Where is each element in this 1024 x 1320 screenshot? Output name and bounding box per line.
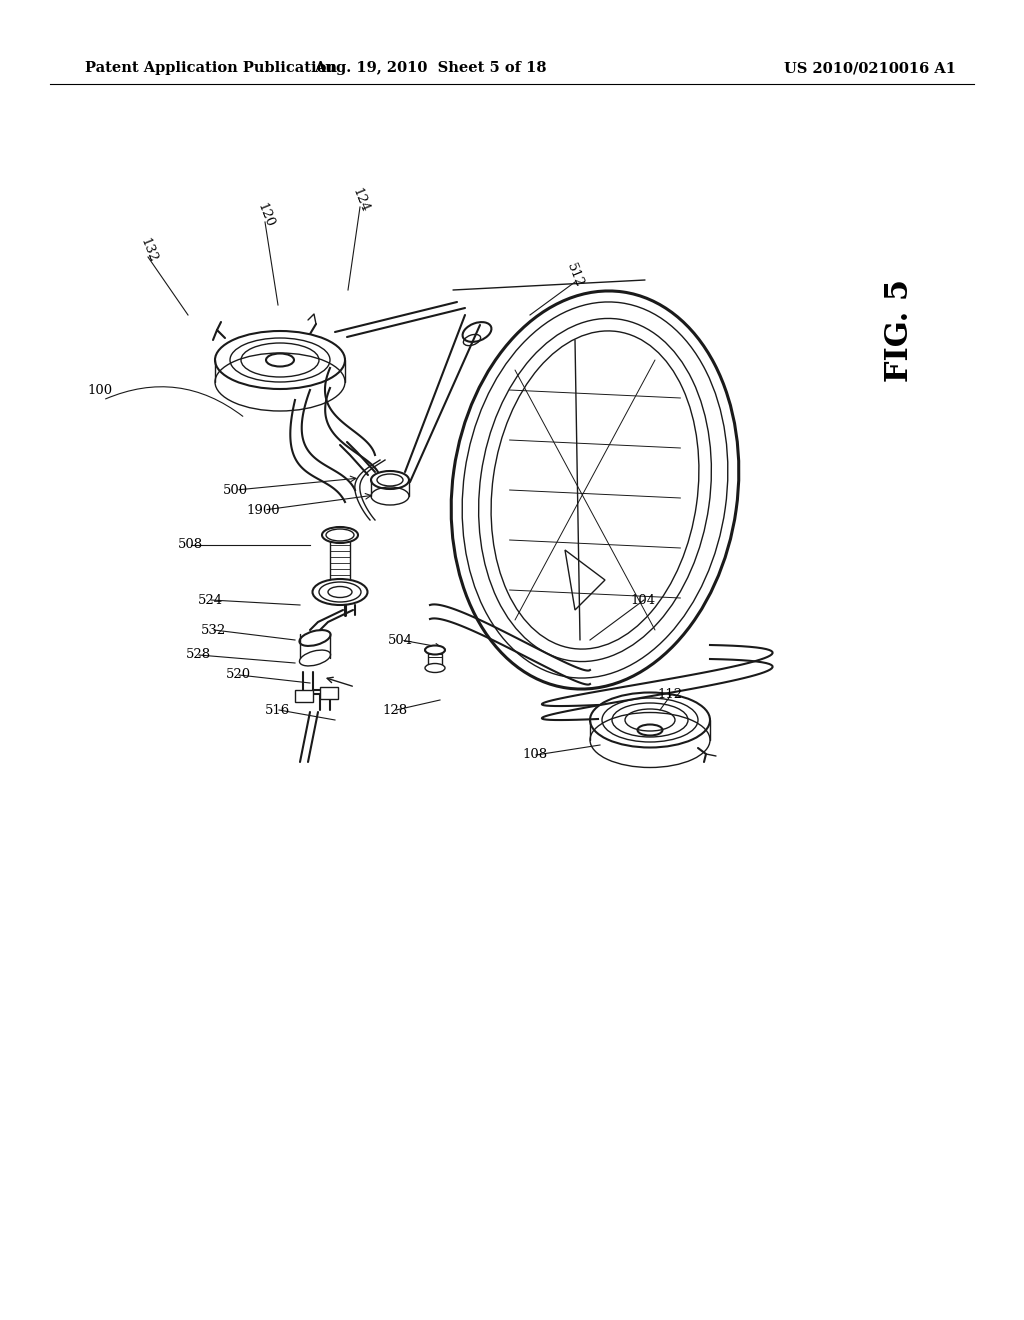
Text: 516: 516 bbox=[265, 704, 291, 717]
Text: Patent Application Publication: Patent Application Publication bbox=[85, 61, 337, 75]
Text: 132: 132 bbox=[137, 236, 159, 264]
Text: US 2010/0210016 A1: US 2010/0210016 A1 bbox=[784, 61, 956, 75]
Bar bbox=[319, 686, 338, 700]
Ellipse shape bbox=[299, 630, 331, 645]
Text: 520: 520 bbox=[225, 668, 251, 681]
Text: 1900: 1900 bbox=[246, 503, 280, 516]
Text: 100: 100 bbox=[87, 384, 113, 396]
Text: 112: 112 bbox=[657, 689, 683, 701]
Bar bbox=[295, 690, 313, 702]
Text: Aug. 19, 2010  Sheet 5 of 18: Aug. 19, 2010 Sheet 5 of 18 bbox=[313, 61, 546, 75]
Text: 532: 532 bbox=[201, 623, 225, 636]
Ellipse shape bbox=[371, 471, 409, 488]
Ellipse shape bbox=[312, 579, 368, 605]
Text: FIG. 5: FIG. 5 bbox=[885, 279, 915, 381]
Ellipse shape bbox=[425, 664, 445, 672]
Text: 508: 508 bbox=[177, 539, 203, 552]
Text: 524: 524 bbox=[198, 594, 222, 606]
Text: 108: 108 bbox=[522, 748, 548, 762]
Text: 128: 128 bbox=[382, 704, 408, 717]
Text: 528: 528 bbox=[185, 648, 211, 661]
Text: 512: 512 bbox=[564, 261, 586, 289]
Text: 120: 120 bbox=[254, 201, 275, 230]
Text: 500: 500 bbox=[222, 483, 248, 496]
Text: 124: 124 bbox=[349, 186, 371, 214]
Ellipse shape bbox=[322, 527, 358, 543]
Text: 504: 504 bbox=[387, 634, 413, 647]
Text: 104: 104 bbox=[631, 594, 655, 606]
Ellipse shape bbox=[425, 645, 445, 655]
